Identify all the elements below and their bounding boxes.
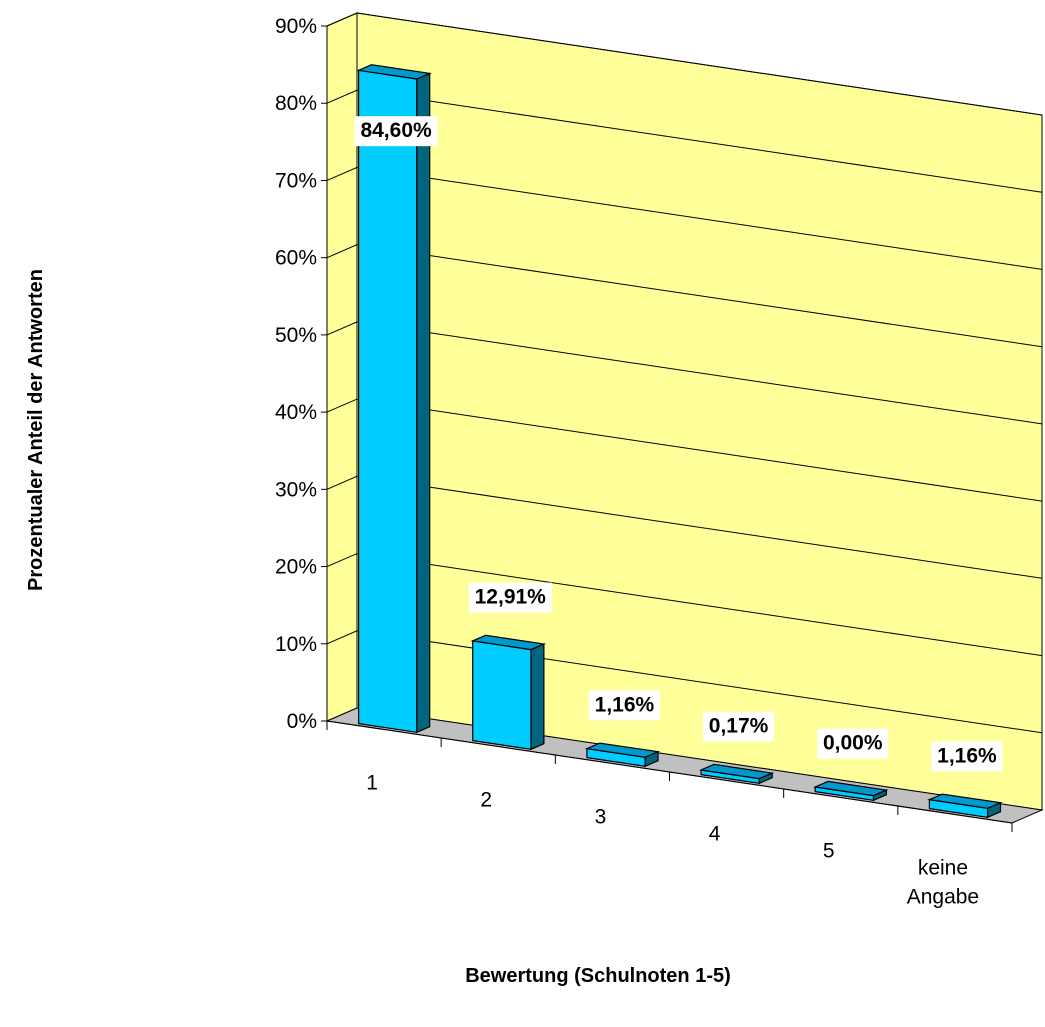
category-label: 3 bbox=[595, 806, 607, 829]
category-labels: 1 2 3 4 5 keine Angabe bbox=[366, 772, 979, 909]
bar-front bbox=[472, 640, 532, 750]
data-label-bg bbox=[703, 711, 775, 742]
category-label: keine bbox=[918, 857, 968, 880]
data-label: 84,60% bbox=[360, 119, 432, 142]
bar-top bbox=[813, 780, 889, 797]
gridline bbox=[326, 553, 1043, 657]
bar bbox=[927, 793, 1003, 819]
bar-side bbox=[416, 72, 431, 734]
y-tick-label: 30% bbox=[275, 478, 317, 501]
bars: 84,60% 12,91% 1,16% 0,17% 0,00% 1,16% bbox=[354, 64, 1003, 819]
data-label-bg bbox=[354, 116, 438, 147]
bar-top bbox=[470, 634, 547, 651]
y-tick-label: 60% bbox=[275, 247, 317, 270]
gridline bbox=[326, 12, 1043, 116]
category-label: 2 bbox=[480, 789, 492, 812]
gridline bbox=[326, 244, 1043, 348]
category-label: 1 bbox=[366, 772, 378, 795]
data-label: 0,17% bbox=[709, 715, 769, 738]
y-tick-labels: 0% 10% 20% 30% 40% 50% 60% 70% 80% 90% bbox=[275, 15, 317, 733]
bar bbox=[470, 634, 547, 751]
y-tick-label: 10% bbox=[275, 633, 317, 656]
bar-top bbox=[356, 64, 432, 80]
data-label: 12,91% bbox=[475, 586, 547, 609]
y-tick-label: 90% bbox=[275, 15, 317, 38]
bar-top bbox=[584, 742, 661, 758]
bar bbox=[584, 742, 661, 768]
y-tick-label: 0% bbox=[287, 710, 317, 733]
category-label: 4 bbox=[709, 823, 721, 846]
data-label: 0,00% bbox=[823, 732, 883, 755]
gridline bbox=[326, 321, 1043, 425]
y-tick-label: 50% bbox=[275, 324, 317, 347]
bar-front bbox=[358, 69, 418, 733]
gridline bbox=[326, 89, 1043, 193]
gridline bbox=[326, 475, 1043, 579]
gridline bbox=[326, 630, 1043, 734]
back-wall bbox=[356, 12, 1043, 811]
y-tick-label: 20% bbox=[275, 556, 317, 579]
axes bbox=[321, 25, 1013, 832]
y-axis-title: Prozentualer Anteil der Antworten bbox=[25, 269, 47, 591]
data-label-bg bbox=[931, 741, 1003, 772]
bar-top bbox=[927, 793, 1003, 809]
data-label: 1,16% bbox=[937, 744, 997, 767]
bar-top bbox=[698, 763, 775, 780]
gridline bbox=[326, 166, 1043, 270]
data-label: 1,16% bbox=[595, 693, 655, 716]
side-wall bbox=[326, 12, 358, 722]
bar bbox=[813, 780, 889, 802]
x-axis-title: Bewertung (Schulnoten 1-5) bbox=[465, 965, 731, 987]
y-tick-label: 80% bbox=[275, 92, 317, 115]
gridline bbox=[326, 398, 1043, 502]
data-label-bg bbox=[817, 728, 889, 759]
y-tick-label: 70% bbox=[275, 169, 317, 192]
category-label: Angabe bbox=[907, 886, 979, 909]
gridlines bbox=[326, 12, 1043, 734]
bar bbox=[698, 763, 775, 785]
bar-side bbox=[530, 643, 545, 751]
category-label: 5 bbox=[823, 840, 835, 863]
bar bbox=[356, 64, 432, 734]
data-label-bg bbox=[468, 582, 552, 613]
data-label-bg bbox=[588, 690, 660, 721]
y-tick-label: 40% bbox=[275, 401, 317, 424]
